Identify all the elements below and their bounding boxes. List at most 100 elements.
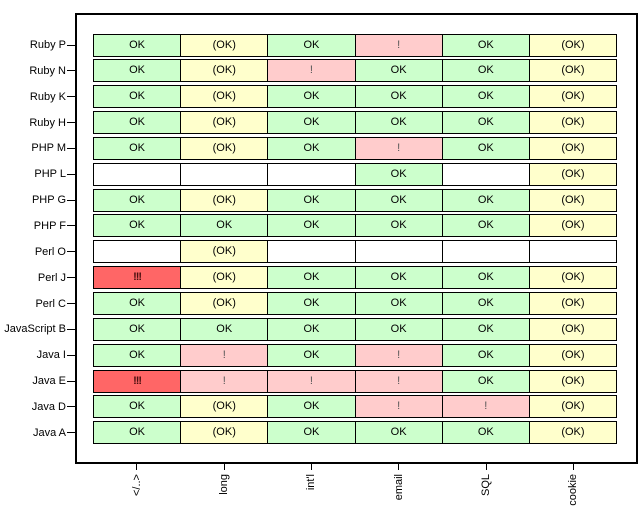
grid-cell — [93, 162, 182, 186]
grid-cell — [93, 240, 182, 264]
grid-cell: OK — [354, 111, 443, 135]
grid-cell — [267, 240, 356, 264]
grid-cell: OK — [267, 188, 356, 212]
x-axis-tick — [398, 464, 400, 470]
row-label: Perl O — [34, 245, 66, 258]
grid-cell: OK — [267, 395, 356, 419]
grid-cell: OK — [354, 421, 443, 445]
table-row: OK (OK) — [93, 162, 618, 186]
y-axis-tick — [67, 354, 75, 356]
y-axis-tick — [67, 96, 75, 98]
grid-cell — [441, 240, 530, 264]
grid-cell: OK — [441, 188, 530, 212]
grid-cell: (OK) — [180, 33, 269, 57]
grid-cell: ! — [267, 369, 356, 393]
grid-cell: OK — [93, 343, 182, 367]
grid-cell: (OK) — [528, 136, 618, 160]
grid-cell: (OK) — [528, 111, 618, 135]
grid-cell: !!! — [93, 266, 182, 290]
table-row: !!! (OK) OK OK OK (OK) — [93, 266, 618, 290]
grid-cell: OK — [441, 317, 530, 341]
grid-cell: OK — [93, 188, 182, 212]
row-label: Java I — [36, 349, 66, 362]
grid-cell — [267, 162, 356, 186]
y-axis-tick — [67, 277, 75, 279]
column-label: cookie — [567, 474, 580, 506]
grid-cell: (OK) — [528, 369, 618, 393]
grid-cell: (OK) — [528, 317, 618, 341]
grid-cell: ! — [354, 136, 443, 160]
row-label: PHP L — [34, 168, 66, 181]
grid-cell: OK — [93, 317, 182, 341]
table-row: (OK) — [93, 240, 618, 264]
row-label: Perl C — [35, 297, 66, 310]
grid-cell: OK — [267, 33, 356, 57]
grid-cell: ! — [441, 395, 530, 419]
grid-cell: (OK) — [180, 85, 269, 109]
grid-cell: (OK) — [528, 292, 618, 315]
grid-cell: OK — [267, 343, 356, 367]
table-row: OK OK OK OK OK (OK) — [93, 317, 618, 341]
grid-cell: (OK) — [180, 421, 269, 445]
grid-cell: OK — [93, 136, 182, 160]
table-row: OK (OK) OK OK OK (OK) — [93, 188, 618, 212]
y-axis-tick — [67, 44, 75, 46]
y-axis-tick — [67, 225, 75, 227]
grid-cell: (OK) — [528, 343, 618, 367]
grid-cell: OK — [354, 85, 443, 109]
grid-cell — [180, 162, 269, 186]
table-row: OK (OK) OK! OK (OK) — [93, 33, 618, 57]
grid-cell: ! — [354, 343, 443, 367]
grid-cell: OK — [267, 317, 356, 341]
table-row: OK! OK! OK (OK) — [93, 343, 618, 367]
grid-cell: ! — [354, 33, 443, 57]
grid-cell: OK — [180, 317, 269, 341]
table-row: OK (OK) OK OK OK (OK) — [93, 85, 618, 109]
x-axis-tick — [572, 464, 574, 470]
grid-cell: OK — [441, 421, 530, 445]
grid-cell: OK — [354, 266, 443, 290]
grid-cell: (OK) — [528, 33, 618, 57]
row-label: Ruby P — [29, 39, 66, 51]
y-axis-tick — [67, 70, 75, 72]
grid-cell: (OK) — [180, 266, 269, 290]
grid-cell: OK — [180, 214, 269, 238]
grid-cell: (OK) — [180, 59, 269, 83]
grid-cell: (OK) — [528, 162, 618, 186]
row-label: Ruby K — [29, 90, 66, 103]
grid-cell: OK — [354, 162, 443, 186]
grid-cell: OK — [93, 214, 182, 238]
grid-cell: OK — [267, 136, 356, 160]
grid-cell: (OK) — [528, 188, 618, 212]
grid-cell: (OK) — [180, 136, 269, 160]
grid-cell: (OK) — [180, 292, 269, 315]
grid-cell: OK — [441, 136, 530, 160]
column-label: int'l — [305, 474, 318, 491]
grid-cell: OK — [267, 421, 356, 445]
grid-cell: (OK) — [528, 421, 618, 445]
x-axis-tick — [310, 464, 312, 470]
grid-cell: OK — [441, 343, 530, 367]
grid-cell: ! — [354, 395, 443, 419]
row-label: Ruby H — [29, 116, 66, 129]
grid-cell: OK — [267, 292, 356, 315]
grid-cell: ! — [180, 343, 269, 367]
grid-cell: OK — [441, 266, 530, 290]
grid-cell: (OK) — [180, 240, 269, 264]
y-axis-tick — [67, 303, 75, 304]
y-axis-tick — [67, 328, 75, 330]
table-row: OK (OK) OK OK OK (OK) — [93, 292, 618, 315]
grid-cell: OK — [267, 266, 356, 290]
y-axis-tick — [67, 173, 75, 175]
grid-cell: OK — [93, 59, 182, 83]
y-axis-tick — [67, 147, 75, 149]
x-axis-tick — [223, 464, 225, 470]
table-row: OK (OK) OK OK OK (OK) — [93, 421, 618, 445]
grid-cell: OK — [267, 85, 356, 109]
grid-cell: (OK) — [180, 111, 269, 135]
table-row: OK (OK) OK!! (OK) — [93, 395, 618, 419]
row-label: Java E — [32, 375, 66, 388]
row-label: PHP G — [31, 194, 66, 207]
grid-cell: (OK) — [528, 395, 618, 419]
table-row: OK (OK) OK! OK (OK) — [93, 136, 618, 160]
